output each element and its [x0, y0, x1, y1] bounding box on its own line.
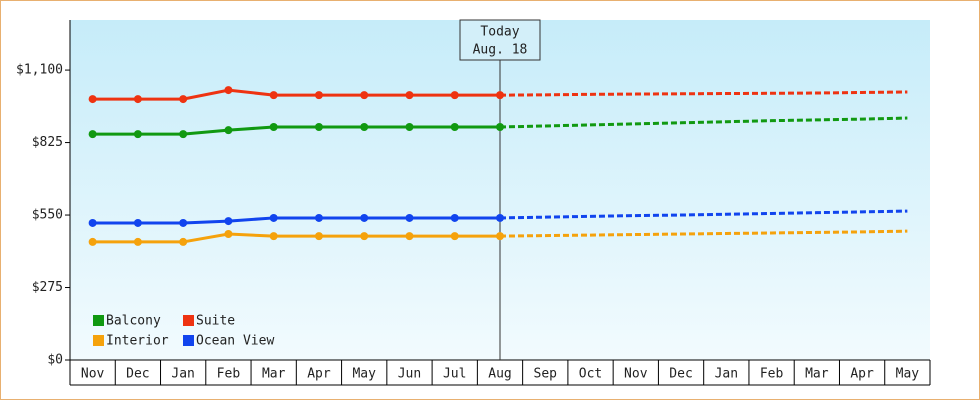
x-tick-label: Feb: [217, 367, 241, 382]
x-tick-label: May: [896, 367, 920, 382]
point: [179, 237, 188, 246]
point: [88, 130, 97, 139]
series-line: [92, 216, 500, 225]
point: [269, 123, 278, 132]
point: [405, 123, 414, 132]
point: [405, 213, 414, 222]
point: [496, 232, 504, 241]
series-line: [92, 125, 500, 136]
legend-swatch: [93, 335, 104, 346]
y-tick-label: $0: [47, 353, 63, 368]
point: [133, 95, 142, 104]
point: [360, 123, 369, 132]
legend-label: Interior: [106, 334, 169, 349]
point: [133, 130, 142, 139]
point: [360, 232, 369, 241]
point: [224, 230, 233, 239]
x-tick-label: Nov: [81, 367, 105, 382]
point: [314, 123, 323, 132]
forecast-line: [499, 116, 908, 129]
point: [269, 91, 278, 100]
today-label: Aug. 18: [473, 43, 528, 58]
point: [314, 91, 323, 100]
x-tick-label: Dec: [126, 367, 149, 382]
point: [360, 213, 369, 222]
y-tick-label: $275: [32, 280, 63, 295]
point: [133, 237, 142, 246]
point: [224, 126, 233, 135]
forecast-line: [499, 209, 908, 220]
legend-label: Balcony: [106, 314, 161, 329]
point: [314, 232, 323, 241]
x-tick-label: Sep: [534, 367, 558, 382]
point: [496, 123, 504, 132]
x-tick-label: Mar: [805, 367, 829, 382]
point: [88, 95, 97, 104]
point: [405, 232, 414, 241]
legend-swatch: [183, 315, 194, 326]
x-tick-label: Feb: [760, 367, 784, 382]
forecast-line: [499, 90, 908, 97]
series-line: [92, 232, 500, 244]
point: [450, 91, 459, 100]
point: [224, 217, 233, 226]
forecast-line: [499, 229, 908, 238]
point: [133, 218, 142, 227]
x-tick-label: May: [352, 367, 376, 382]
point: [450, 123, 459, 132]
legend-label: Suite: [196, 314, 235, 329]
y-tick-label: $550: [32, 208, 63, 223]
x-tick-label: Apr: [307, 367, 331, 382]
point: [450, 213, 459, 222]
x-tick-label: Dec: [669, 367, 692, 382]
y-tick-label: $1,100: [16, 63, 63, 78]
point: [224, 86, 233, 95]
point: [496, 213, 504, 222]
point: [269, 213, 278, 222]
point: [179, 218, 188, 227]
point: [179, 130, 188, 139]
point: [179, 95, 188, 104]
point: [450, 232, 459, 241]
point: [405, 91, 414, 100]
y-tick-label: $825: [32, 135, 63, 150]
series-line: [92, 88, 500, 101]
x-tick-label: Mar: [262, 367, 286, 382]
x-tick-label: Jul: [443, 367, 466, 382]
point: [88, 218, 97, 227]
point: [88, 237, 97, 246]
x-tick-label: Oct: [579, 367, 602, 382]
legend-label: Ocean View: [196, 334, 274, 349]
legend-swatch: [183, 335, 194, 346]
today-box: [459, 19, 541, 61]
x-tick-label: Nov: [624, 367, 648, 382]
x-tick-label: Aug: [488, 367, 511, 382]
x-tick-label: Jun: [398, 367, 421, 382]
today-label: Today: [480, 25, 519, 40]
x-tick-label: Apr: [850, 367, 874, 382]
legend-swatch: [93, 315, 104, 326]
x-tick-label: Jan: [715, 367, 738, 382]
point: [360, 91, 369, 100]
point: [269, 232, 278, 241]
point: [496, 91, 504, 100]
point: [314, 213, 323, 222]
x-tick-label: Jan: [171, 367, 194, 382]
